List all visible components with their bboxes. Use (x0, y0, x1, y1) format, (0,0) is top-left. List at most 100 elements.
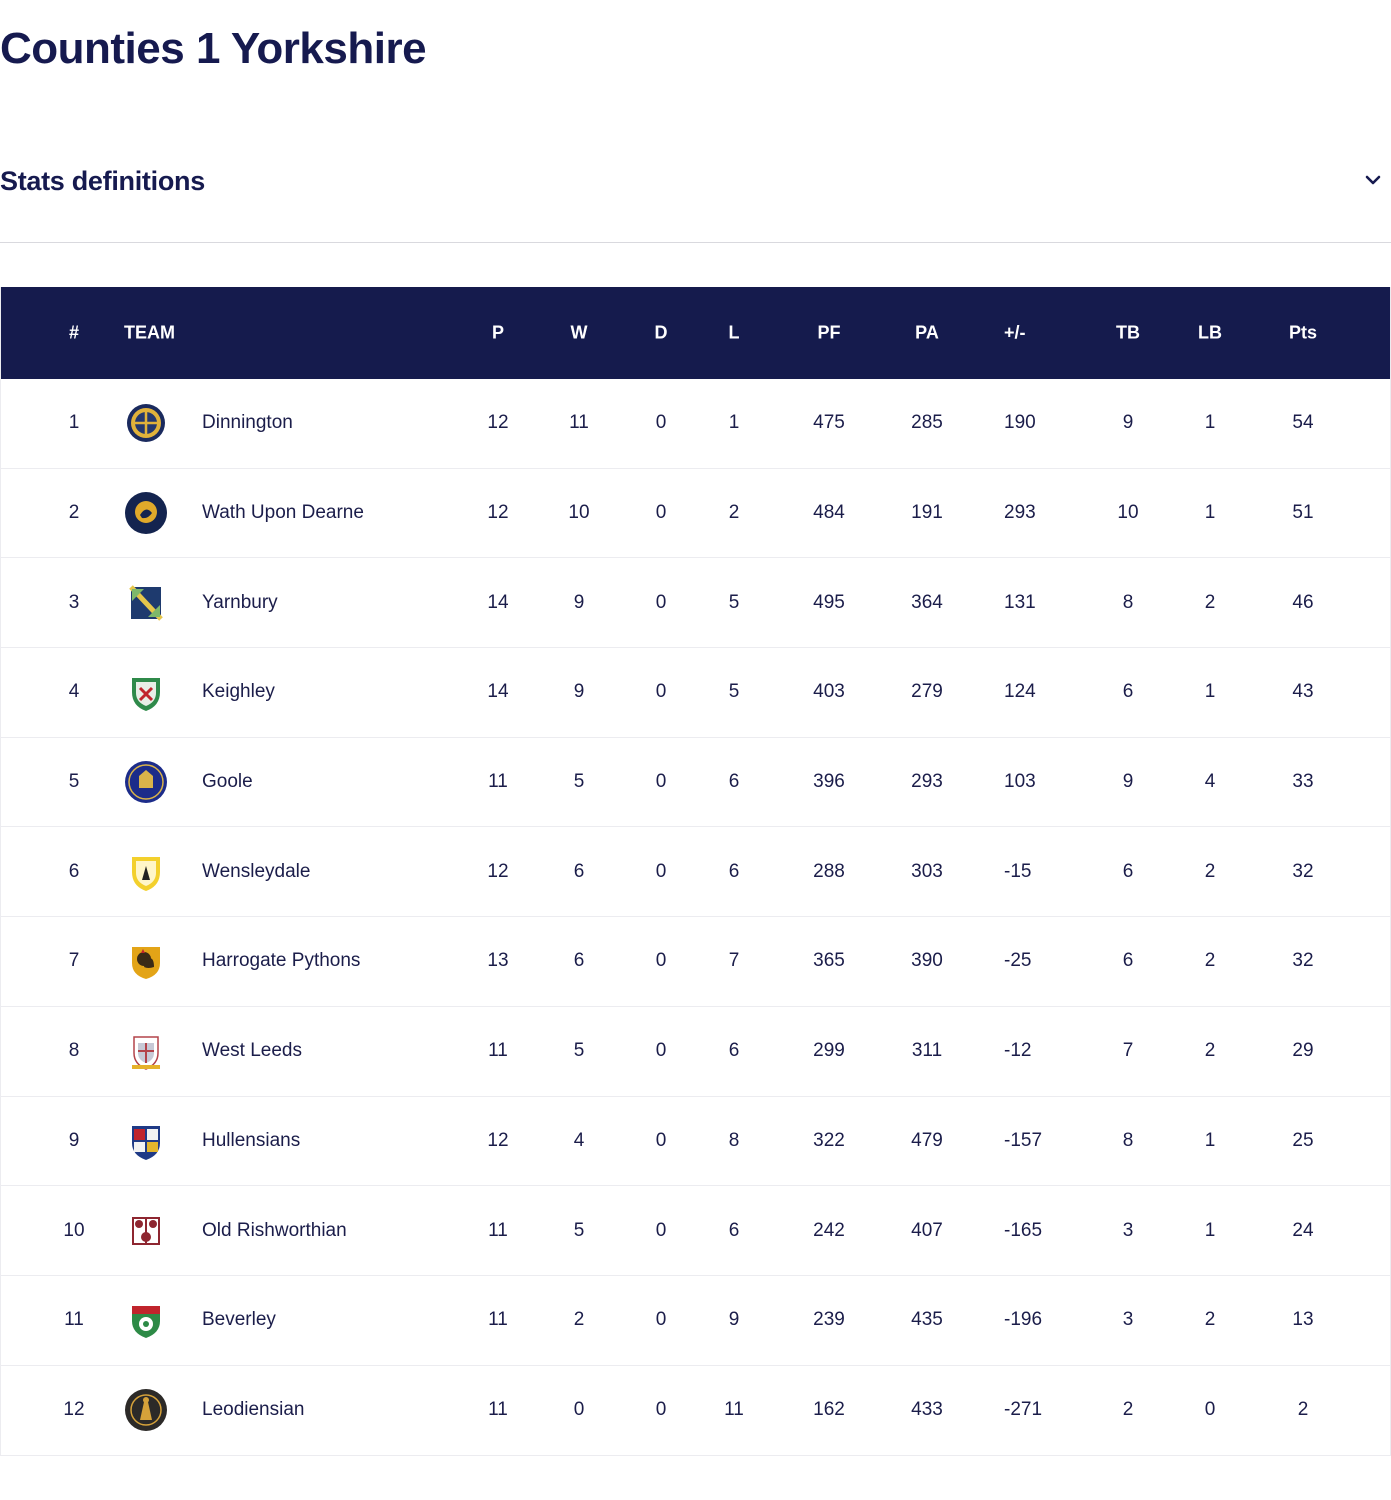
team-name[interactable]: Hullensians (202, 1129, 301, 1151)
team-name[interactable]: Yarnbury (202, 591, 278, 613)
header-points[interactable]: Pts (1288, 322, 1317, 343)
table-row[interactable]: 6 Wensleydale 12 6 0 6 288 303 -15 6 2 32 (1, 827, 1390, 918)
table-row[interactable]: 7 Harrogate Pythons 13 6 0 7 365 390 -25 6 2 32 (1, 917, 1390, 1007)
lost-cell: 1 (728, 412, 740, 434)
drawn-cell: 0 (655, 1399, 667, 1421)
rank-cell: 11 (64, 1309, 84, 1331)
team-name[interactable]: Keighley (202, 681, 275, 703)
try-bonus-cell: 9 (1122, 412, 1134, 434)
goole-crest-icon (124, 760, 168, 804)
won-cell: 9 (573, 681, 585, 703)
try-bonus-cell: 8 (1122, 1129, 1134, 1151)
rank-cell: 10 (63, 1219, 85, 1241)
team-name[interactable]: Dinnington (202, 412, 293, 434)
team-name[interactable]: Harrogate Pythons (202, 950, 361, 972)
header-try-bonus[interactable]: TB (1116, 322, 1140, 343)
stats-definitions-label: Stats definitions (0, 166, 205, 196)
header-losing-bonus[interactable]: LB (1198, 322, 1222, 343)
table-row[interactable]: 10 Old Rishworthian 11 5 0 6 242 407 -165 3 1 24 (1, 1186, 1390, 1276)
points-against-cell: 479 (911, 1129, 943, 1151)
header-points-for[interactable]: PF (817, 322, 841, 343)
played-cell: 11 (488, 1219, 508, 1241)
difference-cell: 103 (1004, 771, 1036, 793)
played-cell: 11 (488, 771, 508, 793)
table-row[interactable]: 3 Yarnbury 14 9 0 5 495 364 131 8 2 46 (1, 558, 1390, 649)
try-bonus-cell: 7 (1122, 1040, 1134, 1062)
played-cell: 11 (488, 1399, 508, 1421)
points-cell: 25 (1292, 1129, 1314, 1151)
points-against-cell: 191 (911, 502, 943, 524)
points-against-cell: 390 (911, 950, 943, 972)
header-team[interactable]: TEAM (124, 322, 175, 343)
played-cell: 14 (487, 681, 509, 703)
chevron-down-icon[interactable] (1365, 172, 1381, 188)
yarnbury-crest-icon (124, 581, 168, 625)
header-played[interactable]: P (491, 322, 504, 343)
header-won[interactable]: W (570, 322, 588, 343)
played-cell: 14 (487, 591, 509, 613)
team-name[interactable]: Beverley (202, 1309, 276, 1331)
team-name[interactable]: Wensleydale (202, 860, 311, 882)
header-lost[interactable]: L (728, 322, 740, 343)
drawn-cell: 0 (655, 950, 667, 972)
rank-cell: 9 (68, 1129, 80, 1151)
points-for-cell: 365 (813, 950, 845, 972)
losing-bonus-cell: 2 (1204, 860, 1216, 882)
points-for-cell: 288 (813, 860, 845, 882)
won-cell: 6 (573, 950, 585, 972)
difference-cell: 190 (1004, 412, 1036, 434)
table-row[interactable]: 1 Dinnington 12 11 0 1 475 285 190 9 1 54 (1, 379, 1390, 469)
points-for-cell: 495 (813, 591, 845, 613)
lost-cell: 11 (724, 1399, 744, 1421)
won-cell: 9 (573, 591, 585, 613)
table-row[interactable]: 2 Wath Upon Dearne 12 10 0 2 484 191 293 10 1 51 (1, 469, 1390, 559)
played-cell: 11 (488, 1309, 508, 1331)
table-row[interactable]: 4 Keighley 14 9 0 5 403 279 124 6 1 43 (1, 648, 1390, 738)
stats-definitions-toggle[interactable]: Stats definitions (0, 148, 1391, 243)
points-for-cell: 484 (813, 502, 845, 524)
points-against-cell: 433 (911, 1399, 943, 1421)
won-cell: 11 (569, 412, 589, 434)
points-for-cell: 396 (813, 771, 845, 793)
header-drawn[interactable]: D (654, 322, 668, 343)
header-difference[interactable]: +/- (1004, 322, 1026, 343)
try-bonus-cell: 3 (1122, 1219, 1134, 1241)
difference-cell: -12 (1004, 1040, 1032, 1062)
team-name[interactable]: Wath Upon Dearne (202, 502, 364, 524)
table-row[interactable]: 8 West Leeds 11 5 0 6 299 311 -12 7 2 29 (1, 1007, 1390, 1097)
page-title: Counties 1 Yorkshire (0, 24, 427, 73)
won-cell: 5 (573, 1219, 585, 1241)
team-name[interactable]: Goole (202, 771, 253, 793)
team-name[interactable]: Old Rishworthian (202, 1219, 347, 1241)
table-row[interactable]: 12 Leodiensian 11 0 0 11 162 433 -271 2 0 2 (1, 1366, 1390, 1456)
header-rank[interactable]: # (68, 322, 79, 343)
difference-cell: -157 (1004, 1129, 1043, 1151)
try-bonus-cell: 8 (1122, 591, 1134, 613)
team-name[interactable]: West Leeds (202, 1040, 302, 1062)
points-cell: 29 (1292, 1040, 1314, 1062)
played-cell: 11 (488, 1040, 508, 1062)
table-row[interactable]: 9 Hullensians 12 4 0 8 322 479 -157 8 1 25 (1, 1097, 1390, 1187)
points-for-cell: 403 (813, 681, 845, 703)
played-cell: 12 (487, 502, 509, 524)
played-cell: 12 (487, 1129, 509, 1151)
won-cell: 6 (573, 860, 585, 882)
points-against-cell: 435 (911, 1309, 943, 1331)
losing-bonus-cell: 1 (1204, 681, 1216, 703)
drawn-cell: 0 (655, 591, 667, 613)
wath-upon-dearne-crest-icon (124, 491, 168, 535)
try-bonus-cell: 3 (1122, 1309, 1134, 1331)
try-bonus-cell: 2 (1122, 1399, 1134, 1421)
header-points-against[interactable]: PA (915, 322, 939, 343)
points-cell: 32 (1292, 860, 1314, 882)
points-cell: 43 (1292, 681, 1314, 703)
team-name[interactable]: Leodiensian (202, 1399, 305, 1421)
table-row[interactable]: 5 Goole 11 5 0 6 396 293 103 9 4 33 (1, 738, 1390, 828)
points-for-cell: 299 (813, 1040, 845, 1062)
points-cell: 33 (1292, 771, 1314, 793)
lost-cell: 9 (728, 1309, 740, 1331)
lost-cell: 8 (728, 1129, 740, 1151)
drawn-cell: 0 (655, 1309, 667, 1331)
table-row[interactable]: 11 Beverley 11 2 0 9 239 435 -196 3 2 13 (1, 1276, 1390, 1366)
points-cell: 46 (1292, 591, 1314, 613)
